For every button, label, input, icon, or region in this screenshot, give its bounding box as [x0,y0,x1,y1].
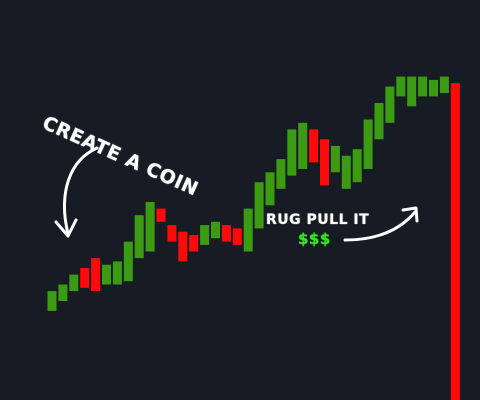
candle-up [254,182,264,229]
candle-down [91,258,101,292]
candle-up [352,149,362,183]
arrow-to-start [63,146,99,236]
candle-up [407,76,417,107]
candle-down [232,228,242,245]
candle-up [58,284,68,301]
candle-up [363,119,373,169]
candle-up [385,86,395,123]
candle-up [211,221,220,239]
candle-down [309,129,319,163]
candle-up [287,129,297,176]
candle-up [418,76,428,97]
arrow-to-crash-head [401,206,419,223]
arrow-to-crash [343,210,417,242]
candle-up [374,103,384,140]
candle-up [134,215,144,259]
candle-down [80,268,90,288]
candle-down [320,139,329,186]
candle-down [221,225,231,242]
candle-down [189,235,199,252]
candle-up [69,274,79,292]
annotation-rug-pull: RUG PULL IT [266,212,370,228]
candle-up [123,241,133,282]
candle-down [167,225,177,242]
candle-up [298,122,308,169]
annotation-money: $$$ [298,230,331,248]
candle-up [429,79,438,97]
candle-up [265,172,275,206]
candle-up [112,261,122,285]
candle-up [276,159,286,189]
candle-up [145,202,155,252]
candle-down [156,208,166,222]
candle-up [200,225,210,245]
candle-down [450,83,460,400]
candle-up [396,76,406,97]
arrow-to-start-head [54,218,78,238]
candle-up [47,291,57,311]
candle-up [439,76,449,94]
candle-up [341,155,351,189]
candle-up [243,208,253,252]
candle-down [178,231,188,262]
candle-up [330,145,340,173]
candles [47,76,460,400]
candle-up [102,264,111,285]
